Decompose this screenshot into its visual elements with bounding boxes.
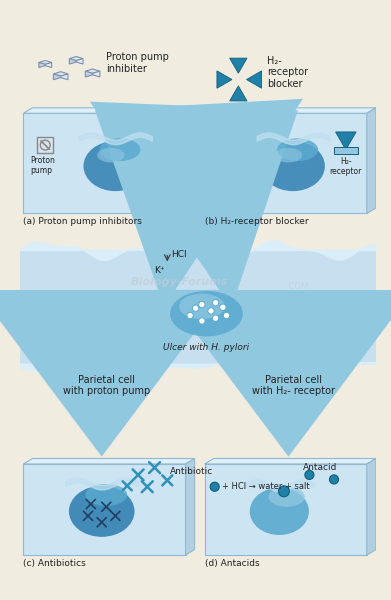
Polygon shape (230, 58, 247, 73)
Text: (b) H₂-receptor blocker: (b) H₂-receptor blocker (204, 217, 308, 226)
Polygon shape (69, 56, 83, 61)
Ellipse shape (261, 141, 325, 191)
Text: H₂-
receptor: H₂- receptor (330, 157, 362, 176)
Text: Antibiotic: Antibiotic (170, 467, 213, 476)
Text: Ulcer with H. pylori: Ulcer with H. pylori (163, 343, 249, 352)
Ellipse shape (275, 148, 302, 163)
Text: Antacid: Antacid (303, 463, 337, 472)
Polygon shape (39, 61, 52, 64)
Polygon shape (69, 59, 76, 64)
Polygon shape (23, 458, 195, 464)
Text: (d) Antacids: (d) Antacids (204, 559, 259, 568)
Ellipse shape (84, 141, 147, 191)
Polygon shape (61, 74, 68, 80)
Circle shape (187, 312, 193, 319)
Polygon shape (45, 62, 52, 68)
Circle shape (199, 301, 205, 308)
Circle shape (220, 304, 226, 310)
Ellipse shape (250, 488, 309, 535)
Polygon shape (204, 108, 376, 113)
Circle shape (305, 470, 314, 479)
FancyBboxPatch shape (23, 464, 185, 555)
Circle shape (212, 299, 219, 306)
Ellipse shape (170, 291, 243, 337)
Ellipse shape (268, 487, 305, 507)
FancyBboxPatch shape (204, 113, 367, 214)
Ellipse shape (99, 139, 140, 161)
Ellipse shape (85, 484, 127, 506)
Polygon shape (185, 458, 195, 555)
Text: (a) Proton pump inhibitors: (a) Proton pump inhibitors (23, 217, 142, 226)
Polygon shape (76, 59, 83, 64)
Polygon shape (85, 69, 100, 73)
Polygon shape (39, 62, 45, 68)
Circle shape (212, 315, 219, 322)
Text: (c) Antibiotics: (c) Antibiotics (23, 559, 86, 568)
Polygon shape (217, 71, 232, 88)
Polygon shape (23, 108, 195, 113)
Text: Proton
pump: Proton pump (30, 156, 56, 175)
Text: .COM: .COM (286, 282, 309, 291)
Polygon shape (367, 458, 376, 555)
Text: H₂-
receptor
blocker: H₂- receptor blocker (267, 56, 308, 89)
Circle shape (278, 486, 289, 497)
FancyBboxPatch shape (11, 250, 385, 364)
Circle shape (330, 475, 339, 484)
Text: Parietal cell
with H₂- receptor: Parietal cell with H₂- receptor (251, 374, 335, 396)
Polygon shape (367, 108, 376, 214)
Circle shape (199, 318, 205, 324)
Text: + HCl → water + salt: + HCl → water + salt (222, 482, 310, 491)
Ellipse shape (277, 139, 318, 161)
Text: Parietal cell
with proton pump: Parietal cell with proton pump (63, 374, 150, 396)
Polygon shape (93, 71, 100, 77)
Polygon shape (85, 71, 93, 77)
FancyBboxPatch shape (23, 113, 185, 214)
Polygon shape (185, 108, 195, 214)
Circle shape (208, 308, 214, 314)
Text: HCl: HCl (171, 250, 187, 259)
FancyBboxPatch shape (37, 137, 54, 154)
Text: Proton pump
inhibiter: Proton pump inhibiter (106, 52, 169, 74)
Text: K⁺: K⁺ (154, 266, 165, 275)
Polygon shape (247, 71, 262, 88)
Circle shape (223, 312, 230, 319)
Polygon shape (230, 86, 247, 101)
Polygon shape (335, 132, 356, 149)
Circle shape (210, 482, 219, 491)
Polygon shape (54, 72, 68, 76)
FancyBboxPatch shape (204, 464, 367, 555)
Ellipse shape (69, 486, 135, 537)
Circle shape (192, 305, 199, 311)
Ellipse shape (97, 148, 124, 163)
Polygon shape (204, 458, 376, 464)
Polygon shape (54, 74, 61, 80)
Text: Biology-Forums: Biology-Forums (131, 277, 228, 287)
Ellipse shape (179, 293, 225, 319)
FancyBboxPatch shape (334, 147, 358, 154)
